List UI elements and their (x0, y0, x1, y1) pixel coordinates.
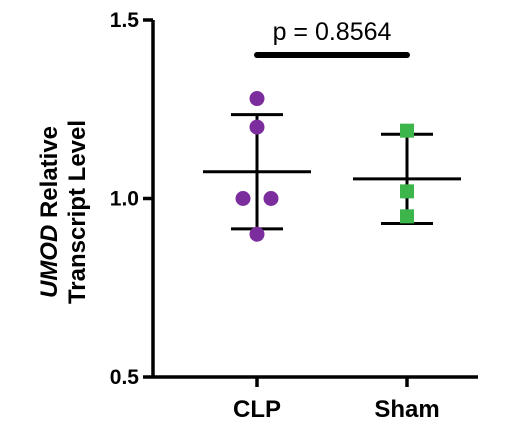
x-tick-label: Sham (374, 396, 439, 423)
data-groups (203, 91, 461, 242)
y-axis-title-rest: Relative (36, 126, 63, 225)
y-tick-label: 0.5 (110, 366, 140, 389)
data-point (400, 209, 414, 224)
group-clp (203, 91, 311, 242)
y-axis-title-gene: UMOD (36, 225, 63, 298)
y-axis-title-line-1: UMOD Relative (36, 126, 63, 298)
y-ticks: 0.5 1.0 1.5 (110, 9, 153, 389)
x-ticks: CLP Sham (233, 377, 440, 423)
data-point (249, 91, 265, 107)
y-tick-label: 1.0 (110, 188, 139, 211)
data-point (249, 226, 265, 242)
data-point (263, 191, 279, 206)
data-point (249, 119, 265, 135)
x-tick-label: CLP (233, 396, 281, 423)
p-value-annotation: p = 0.8564 (273, 18, 392, 46)
group-sham (353, 123, 461, 225)
data-point (400, 123, 414, 138)
y-tick-label: 1.5 (110, 9, 140, 32)
data-point (235, 191, 251, 206)
data-point (400, 184, 414, 199)
y-axis-title: UMOD Relative Transcript Level (36, 120, 91, 304)
y-axis-title-line-2: Transcript Level (64, 120, 91, 304)
